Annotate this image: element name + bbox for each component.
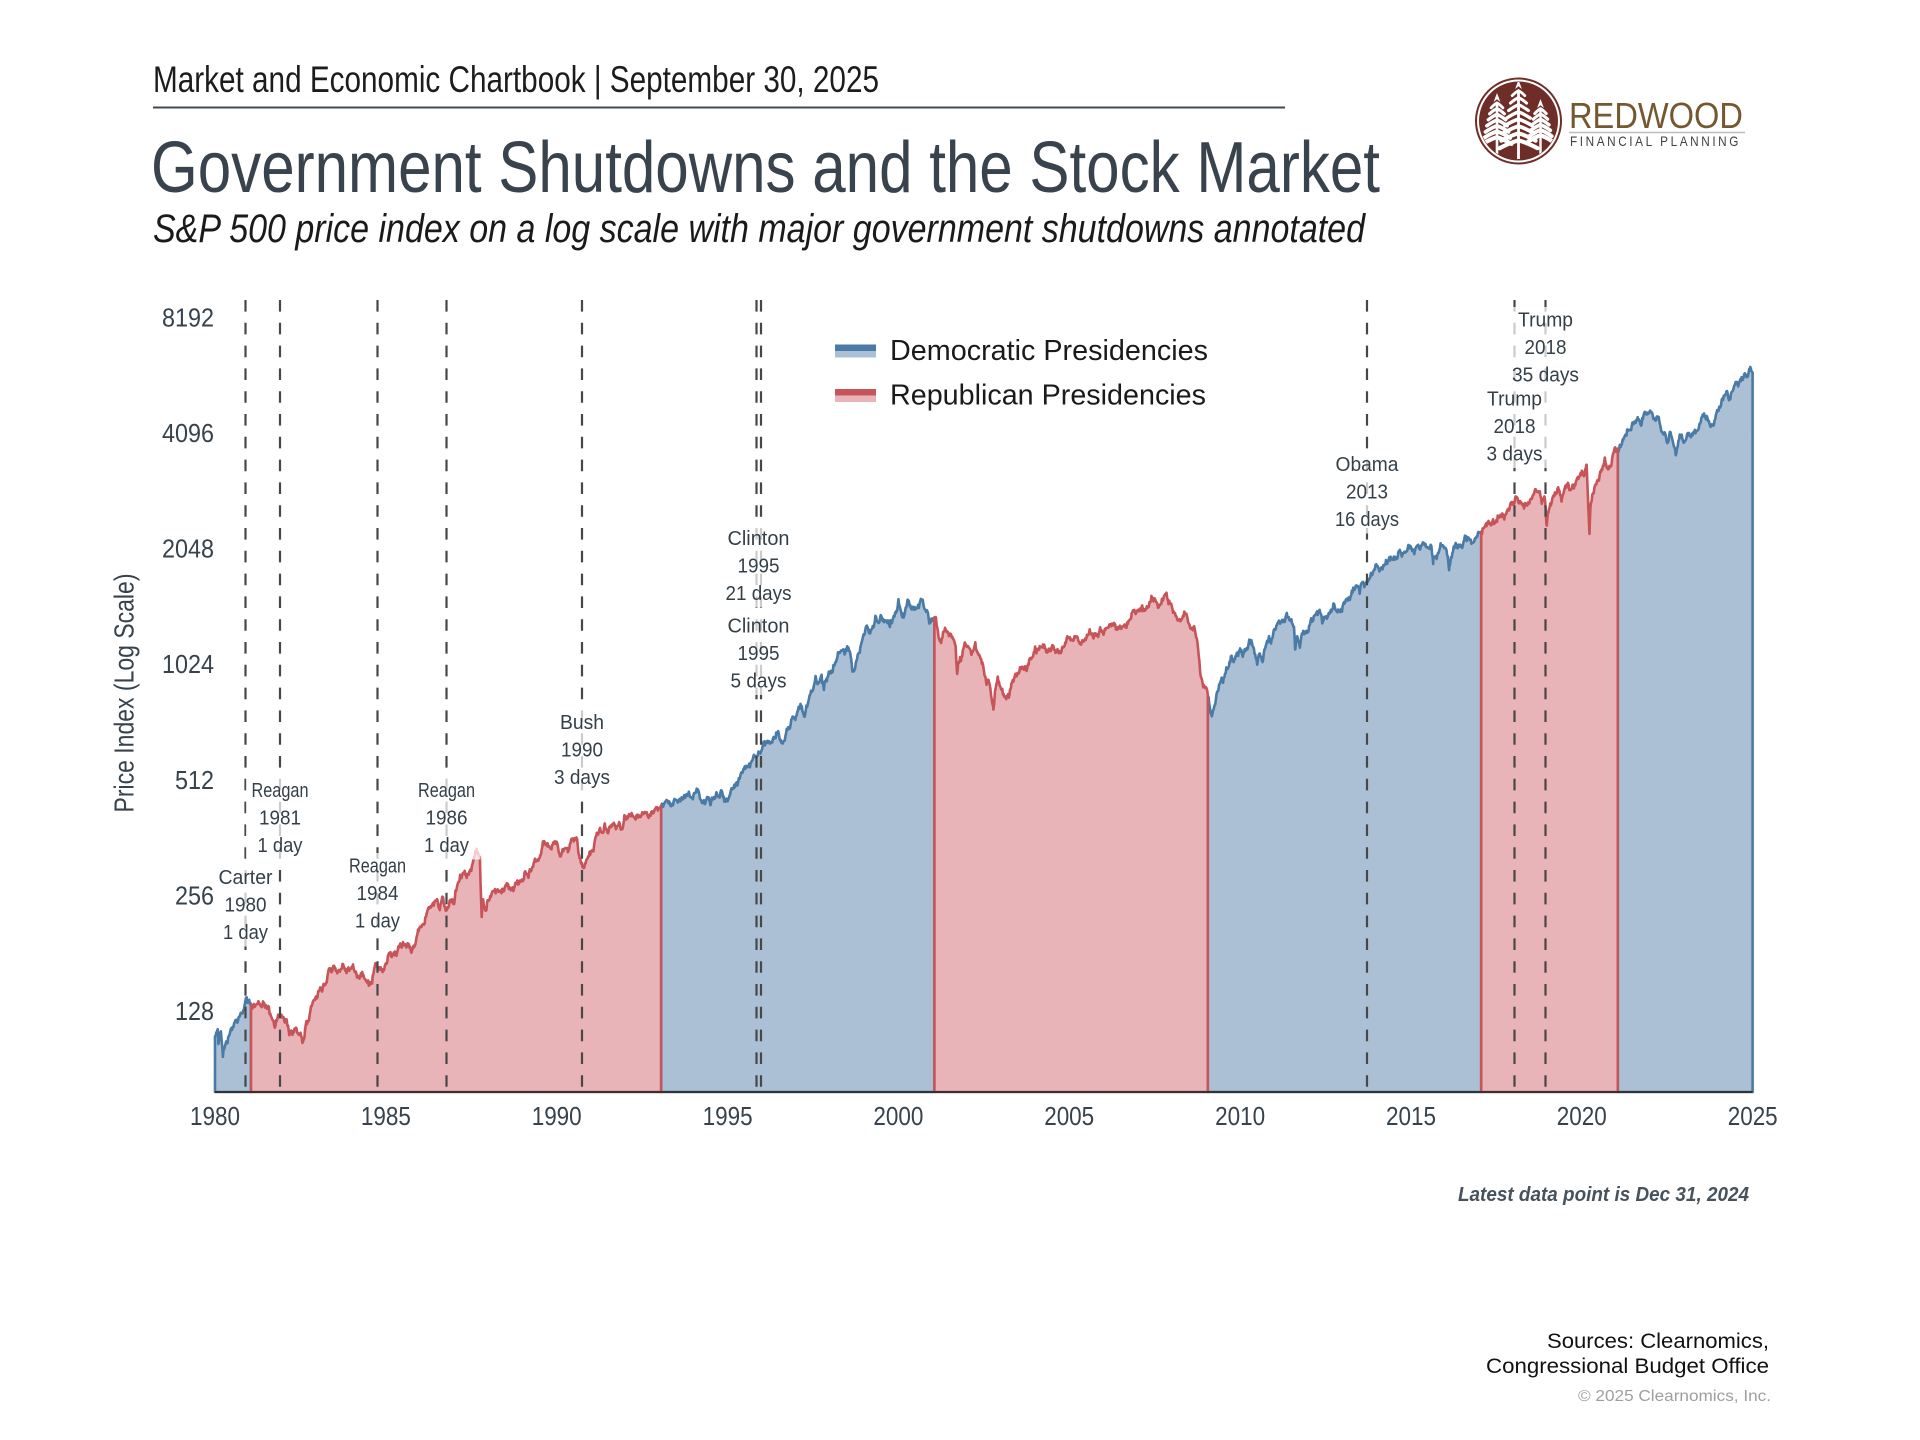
svg-text:Trump: Trump: [1487, 388, 1542, 411]
svg-text:Republican Presidencies: Republican Presidencies: [890, 380, 1206, 412]
svg-text:2005: 2005: [1044, 1101, 1094, 1131]
svg-text:Sources: Clearnomics,: Sources: Clearnomics,: [1547, 1330, 1769, 1353]
svg-text:1 day: 1 day: [223, 921, 269, 944]
svg-text:1990: 1990: [532, 1101, 582, 1131]
svg-text:1 day: 1 day: [355, 910, 401, 933]
svg-text:© 2025 Clearnomics, Inc.: © 2025 Clearnomics, Inc.: [1578, 1388, 1771, 1405]
svg-text:Latest data point is Dec 31, 2: Latest data point is Dec 31, 2024: [1458, 1183, 1750, 1206]
svg-text:4096: 4096: [162, 418, 214, 448]
svg-text:1 day: 1 day: [424, 834, 470, 857]
svg-text:16 days: 16 days: [1335, 508, 1399, 531]
svg-text:2025: 2025: [1728, 1101, 1778, 1131]
svg-text:Reagan: Reagan: [349, 855, 406, 878]
svg-text:Carter: Carter: [219, 866, 273, 889]
svg-text:512: 512: [175, 765, 214, 795]
svg-text:S&P 500 price index on a log s: S&P 500 price index on a log scale with …: [153, 207, 1366, 251]
svg-text:Market and Economic Chartbook: Market and Economic Chartbook | Septembe…: [153, 59, 879, 100]
svg-text:Obama: Obama: [1336, 453, 1400, 476]
svg-text:1995: 1995: [738, 555, 780, 578]
svg-text:3 days: 3 days: [1487, 443, 1543, 466]
svg-text:8192: 8192: [162, 302, 214, 332]
svg-text:1995: 1995: [738, 642, 780, 665]
svg-text:1985: 1985: [361, 1101, 411, 1131]
svg-text:1981: 1981: [259, 807, 301, 830]
svg-text:3 days: 3 days: [554, 766, 610, 789]
svg-text:Clinton: Clinton: [728, 615, 790, 638]
svg-text:21 days: 21 days: [726, 582, 792, 605]
svg-text:1995: 1995: [703, 1101, 753, 1131]
svg-text:1990: 1990: [561, 739, 603, 762]
svg-text:1986: 1986: [426, 807, 468, 830]
svg-text:2020: 2020: [1557, 1101, 1607, 1131]
svg-text:Bush: Bush: [560, 711, 604, 734]
svg-text:35 days: 35 days: [1512, 364, 1579, 387]
svg-text:FINANCIAL PLANNING: FINANCIAL PLANNING: [1570, 134, 1741, 149]
svg-text:2013: 2013: [1346, 481, 1388, 504]
svg-text:1 day: 1 day: [258, 834, 304, 857]
svg-text:Government Shutdowns and the S: Government Shutdowns and the Stock Marke…: [151, 128, 1380, 208]
svg-text:2048: 2048: [162, 534, 214, 564]
svg-text:Democratic Presidencies: Democratic Presidencies: [890, 335, 1208, 367]
svg-text:2015: 2015: [1386, 1101, 1436, 1131]
svg-text:1984: 1984: [357, 882, 399, 905]
svg-text:5 days: 5 days: [731, 670, 787, 693]
svg-text:1980: 1980: [225, 894, 267, 917]
svg-text:Reagan: Reagan: [252, 779, 309, 802]
svg-text:REDWOOD: REDWOOD: [1569, 95, 1743, 136]
svg-text:128: 128: [175, 996, 214, 1026]
svg-text:Reagan: Reagan: [418, 779, 475, 802]
svg-text:Clinton: Clinton: [728, 527, 790, 550]
svg-text:2018: 2018: [1494, 415, 1536, 438]
svg-text:2018: 2018: [1525, 336, 1567, 359]
svg-text:Trump: Trump: [1518, 309, 1573, 332]
svg-text:256: 256: [175, 880, 214, 910]
svg-text:2010: 2010: [1215, 1101, 1265, 1131]
svg-text:Congressional Budget Office: Congressional Budget Office: [1486, 1355, 1769, 1378]
svg-text:1980: 1980: [190, 1101, 240, 1131]
svg-text:2000: 2000: [873, 1101, 923, 1131]
svg-text:Price Index (Log Scale): Price Index (Log Scale): [109, 574, 140, 813]
svg-text:1024: 1024: [162, 649, 214, 679]
